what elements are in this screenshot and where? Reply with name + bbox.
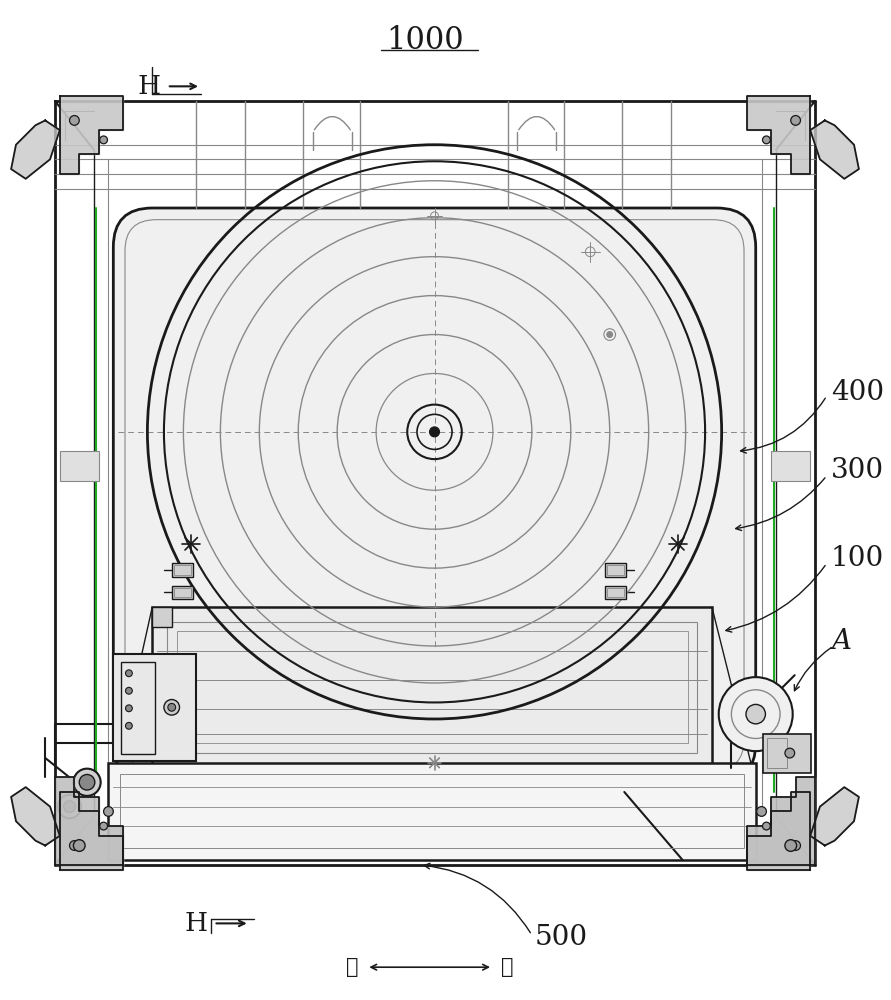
Circle shape xyxy=(164,700,179,715)
Bar xyxy=(607,565,625,575)
Circle shape xyxy=(168,703,176,711)
Bar xyxy=(605,586,626,599)
Text: 左: 左 xyxy=(346,957,358,977)
Circle shape xyxy=(126,722,132,729)
Bar xyxy=(176,631,688,743)
Text: 右: 右 xyxy=(502,957,514,977)
Bar xyxy=(772,451,810,481)
Circle shape xyxy=(790,116,800,125)
Bar xyxy=(607,588,625,597)
Polygon shape xyxy=(747,777,815,865)
Polygon shape xyxy=(60,96,123,174)
Circle shape xyxy=(746,704,765,724)
Polygon shape xyxy=(60,792,123,870)
Bar xyxy=(172,586,193,599)
Circle shape xyxy=(719,677,793,751)
Circle shape xyxy=(756,807,766,816)
Circle shape xyxy=(126,670,132,677)
Circle shape xyxy=(785,840,797,851)
Bar xyxy=(767,738,787,768)
Circle shape xyxy=(429,427,439,437)
Bar xyxy=(174,588,192,597)
Circle shape xyxy=(100,822,108,830)
Bar xyxy=(152,607,712,768)
Bar xyxy=(121,662,155,754)
Bar xyxy=(152,607,172,627)
Bar xyxy=(763,734,811,773)
Text: 100: 100 xyxy=(830,545,884,572)
Bar xyxy=(120,774,744,848)
Circle shape xyxy=(79,774,94,790)
Circle shape xyxy=(763,822,771,830)
Circle shape xyxy=(763,136,771,144)
Circle shape xyxy=(73,769,101,796)
Bar xyxy=(109,763,756,860)
Text: 400: 400 xyxy=(830,379,884,406)
Circle shape xyxy=(73,840,86,851)
Polygon shape xyxy=(55,777,123,865)
Bar xyxy=(167,622,698,753)
Circle shape xyxy=(58,795,81,818)
Polygon shape xyxy=(11,120,60,179)
Bar xyxy=(174,565,192,575)
Circle shape xyxy=(126,687,132,694)
Circle shape xyxy=(69,841,79,850)
Circle shape xyxy=(100,136,108,144)
Text: 300: 300 xyxy=(830,457,884,484)
Text: H: H xyxy=(184,911,208,936)
Circle shape xyxy=(607,332,613,337)
Polygon shape xyxy=(810,787,859,846)
Circle shape xyxy=(63,801,76,812)
Bar xyxy=(605,563,626,577)
Bar xyxy=(172,563,193,577)
Circle shape xyxy=(785,748,795,758)
Circle shape xyxy=(790,841,800,850)
Text: A: A xyxy=(830,628,851,655)
Polygon shape xyxy=(810,120,859,179)
FancyBboxPatch shape xyxy=(113,208,756,782)
Polygon shape xyxy=(747,96,810,174)
Bar xyxy=(113,654,196,761)
Polygon shape xyxy=(747,792,810,870)
Circle shape xyxy=(69,116,79,125)
Circle shape xyxy=(126,705,132,712)
Text: 1000: 1000 xyxy=(386,25,463,56)
Text: H: H xyxy=(138,74,161,99)
Bar xyxy=(60,451,99,481)
Polygon shape xyxy=(11,787,60,846)
Text: 500: 500 xyxy=(535,924,588,951)
Circle shape xyxy=(103,807,113,816)
